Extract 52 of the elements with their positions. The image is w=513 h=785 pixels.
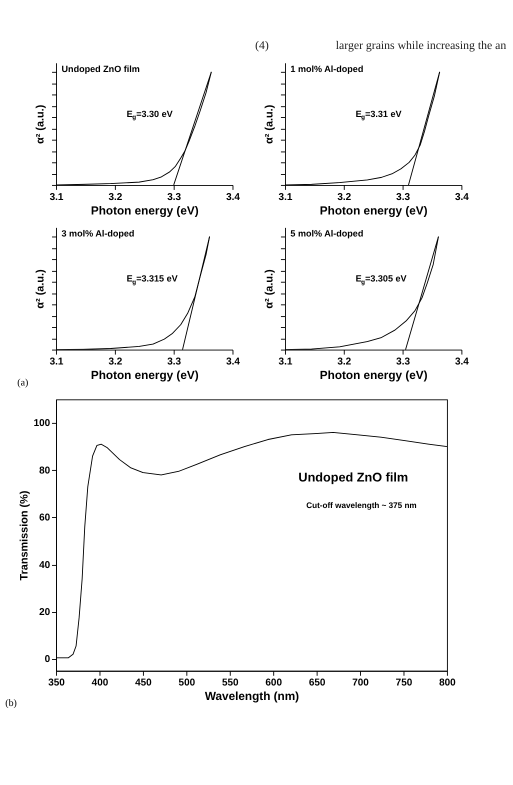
x-tick-label: 3.4: [226, 356, 240, 368]
y-axis-title: α² (a.u.): [34, 269, 46, 309]
x-tick-label: 3.3: [167, 192, 182, 203]
x-tick-label: 600: [265, 678, 282, 689]
x-tick-label: 500: [178, 678, 196, 689]
y-tick-label: 80: [39, 465, 51, 476]
x-tick-label: 3.1: [50, 356, 64, 368]
x-axis-title: Photon energy (eV): [320, 369, 428, 382]
x-tick-label: 350: [48, 678, 66, 689]
y-tick-label: 40: [39, 560, 51, 571]
x-tick-label: 400: [92, 678, 109, 689]
x-tick-label: 3.3: [396, 192, 410, 203]
x-tick-label: 550: [222, 678, 240, 689]
text: larger grains while increasing the an: [336, 39, 506, 52]
y-tick-label: 60: [39, 512, 51, 524]
x-tick-label: 3.1: [50, 192, 64, 203]
x-tick-label: 3.1: [278, 192, 293, 203]
text: (a): [17, 377, 28, 388]
x-axis-title: Wavelength (nm): [204, 690, 300, 704]
x-tick-label: 650: [308, 678, 326, 689]
x-tick-label: 3.3: [396, 356, 410, 368]
y-tick-label: 0: [44, 654, 51, 666]
y-axis-title: α² (a.u.): [263, 104, 276, 144]
chart-title: 1 mol% Al-doped: [290, 64, 364, 74]
text: (4): [255, 39, 269, 52]
chart-title: 3 mol% Al-doped: [62, 228, 134, 239]
y-axis-title: α² (a.u.): [263, 269, 276, 309]
x-tick-label: 3.1: [278, 356, 293, 368]
x-tick-label: 3.2: [108, 192, 123, 203]
x-axis-title: Photon energy (eV): [90, 204, 199, 218]
x-tick-label: 3.4: [454, 192, 470, 203]
x-tick-label: 3.3: [167, 356, 182, 368]
x-tick-label: 700: [352, 678, 370, 689]
y-tick-label: 20: [39, 606, 51, 618]
y-axis-title: Transmission (%): [18, 490, 30, 580]
y-axis-title: α² (a.u.): [34, 104, 46, 144]
x-tick-label: 750: [396, 678, 413, 689]
x-tick-label: 3.4: [454, 356, 470, 368]
annotation: Undoped ZnO film: [298, 470, 408, 485]
x-tick-label: 450: [135, 678, 152, 689]
annotation: Cut-off wavelength ~ 375 nm: [306, 500, 417, 510]
x-axis-title: Photon energy (eV): [90, 369, 199, 382]
chart-title: 5 mol% Al-doped: [290, 228, 364, 239]
x-tick-label: 3.4: [226, 192, 240, 203]
x-tick-label: 800: [439, 678, 456, 689]
x-tick-label: 3.2: [337, 192, 352, 203]
text: (b): [5, 698, 17, 710]
chart-title: Undoped ZnO film: [62, 64, 140, 74]
x-tick-label: 3.2: [337, 356, 352, 368]
y-tick-label: 100: [34, 418, 51, 430]
x-axis-title: Photon energy (eV): [320, 204, 428, 218]
x-tick-label: 3.2: [108, 356, 123, 368]
